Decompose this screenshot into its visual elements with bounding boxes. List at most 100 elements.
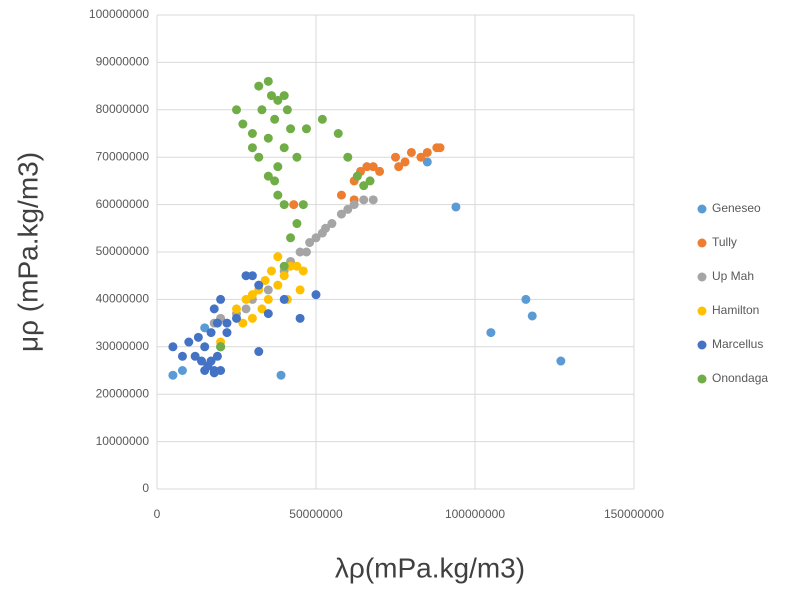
- point: [266, 91, 276, 101]
- legend-marker: [697, 238, 707, 248]
- legend-marker: [697, 204, 707, 214]
- point: [301, 247, 311, 257]
- point: [391, 152, 400, 162]
- point: [359, 181, 369, 191]
- point: [343, 152, 353, 162]
- point: [209, 304, 219, 314]
- point: [273, 162, 283, 172]
- point: [416, 152, 426, 162]
- point: [365, 176, 375, 186]
- point: [336, 190, 346, 200]
- y-tick-label: 0: [142, 481, 149, 495]
- point: [216, 342, 226, 352]
- point: [422, 157, 432, 167]
- point: [257, 105, 267, 115]
- point: [298, 200, 308, 210]
- point: [254, 81, 264, 91]
- y-tick-label: 40000000: [96, 292, 150, 306]
- point: [289, 200, 299, 210]
- point: [279, 200, 289, 210]
- point: [247, 143, 257, 153]
- point: [279, 294, 289, 304]
- point: [279, 271, 289, 281]
- point: [286, 124, 296, 134]
- point: [168, 342, 178, 352]
- point: [273, 280, 283, 290]
- point: [260, 275, 270, 285]
- point: [270, 176, 280, 186]
- point: [206, 356, 216, 366]
- point: [276, 370, 286, 380]
- point: [292, 152, 302, 162]
- point: [279, 143, 289, 153]
- point: [301, 124, 311, 134]
- point: [263, 294, 273, 304]
- y-tick-label: 20000000: [96, 386, 150, 400]
- y-tick-label: 100000000: [89, 7, 149, 21]
- point: [254, 152, 264, 162]
- point: [349, 200, 359, 210]
- point: [263, 285, 273, 295]
- point: [247, 271, 257, 281]
- point: [394, 162, 404, 172]
- point: [279, 91, 289, 101]
- point: [295, 285, 305, 295]
- point: [232, 304, 241, 314]
- legend-label: Onondaga: [712, 371, 768, 385]
- point: [333, 129, 343, 138]
- point: [273, 190, 283, 200]
- point: [241, 294, 251, 304]
- point: [232, 105, 241, 115]
- legend-label: Hamilton: [712, 303, 759, 317]
- point: [311, 233, 321, 243]
- y-tick-label: 50000000: [96, 244, 150, 258]
- legend-label: Tully: [712, 235, 737, 249]
- point: [273, 252, 283, 262]
- point: [359, 195, 369, 205]
- x-tick-label: 50000000: [289, 507, 343, 521]
- point: [527, 311, 537, 321]
- point: [292, 261, 302, 271]
- point: [168, 370, 178, 380]
- point: [400, 157, 410, 167]
- point: [556, 356, 566, 366]
- point: [193, 332, 203, 342]
- legend-marker: [697, 306, 707, 316]
- point: [222, 318, 232, 328]
- legend-label: Geneseo: [712, 201, 761, 215]
- point: [247, 290, 257, 300]
- point: [352, 171, 362, 181]
- point: [263, 171, 273, 181]
- point: [368, 195, 378, 205]
- point: [238, 318, 248, 328]
- point: [362, 162, 372, 172]
- point: [177, 366, 187, 375]
- y-tick-label: 60000000: [96, 197, 150, 211]
- point: [305, 238, 315, 248]
- point: [216, 294, 226, 304]
- y-tick-label: 10000000: [96, 434, 150, 448]
- point: [263, 133, 273, 143]
- point: [184, 337, 194, 347]
- point: [200, 323, 210, 333]
- point: [327, 219, 337, 229]
- x-tick-label: 100000000: [445, 507, 505, 521]
- point: [286, 233, 296, 243]
- y-tick-label: 90000000: [96, 55, 150, 69]
- point: [451, 202, 461, 212]
- point: [212, 351, 222, 361]
- point: [197, 356, 207, 366]
- point: [238, 119, 248, 129]
- point: [232, 313, 241, 323]
- point: [257, 304, 267, 314]
- point: [406, 147, 416, 157]
- x-tick-label: 0: [154, 507, 161, 521]
- point: [321, 223, 331, 233]
- point: [266, 266, 276, 276]
- point: [247, 313, 257, 323]
- point: [241, 271, 251, 281]
- y-axis-title: μρ (mPa.kg/m3): [12, 152, 43, 352]
- point: [292, 219, 302, 229]
- point: [282, 105, 292, 115]
- point: [177, 351, 187, 361]
